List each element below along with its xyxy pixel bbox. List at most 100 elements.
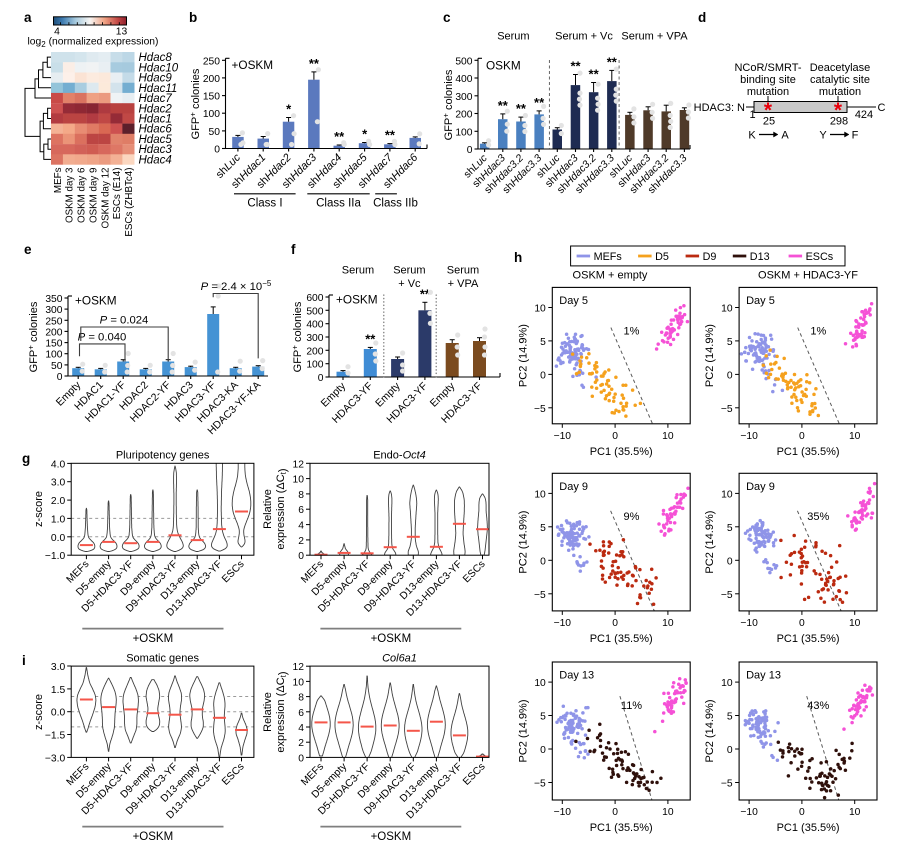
svg-text:−5: −5 <box>534 590 546 601</box>
svg-text:−5: −5 <box>721 590 733 601</box>
svg-text:binding site: binding site <box>740 74 796 86</box>
svg-text:PC2 (14.9%): PC2 (14.9%) <box>517 511 529 574</box>
svg-text:+OSKM: +OSKM <box>232 58 274 72</box>
svg-text:a: a <box>24 10 32 25</box>
svg-text:PC1 (35.5%): PC1 (35.5%) <box>590 822 653 834</box>
svg-text:400: 400 <box>455 74 472 85</box>
svg-text:C: C <box>878 102 886 114</box>
svg-text:GFP+ colonies: GFP+ colonies <box>442 69 456 140</box>
svg-text:Somatic genes: Somatic genes <box>126 652 199 664</box>
svg-text:0: 0 <box>540 370 546 381</box>
svg-text:**: ** <box>589 67 600 82</box>
svg-text:z-score: z-score <box>33 491 45 527</box>
svg-text:Hdac1: Hdac1 <box>139 114 172 126</box>
svg-text:**: ** <box>516 101 527 116</box>
svg-text:0: 0 <box>298 551 304 562</box>
svg-text:mutation: mutation <box>747 86 789 98</box>
svg-text:*: * <box>286 102 292 117</box>
svg-text:GFP+ colonies: GFP+ colonies <box>189 68 203 139</box>
svg-text:PC2 (14.9%): PC2 (14.9%) <box>704 700 716 763</box>
svg-text:Day 13: Day 13 <box>559 670 594 682</box>
svg-text:298: 298 <box>830 116 848 128</box>
svg-text:1.5: 1.5 <box>51 685 66 696</box>
svg-text:+ VPA: + VPA <box>448 278 479 290</box>
svg-text:11%: 11% <box>621 700 642 712</box>
svg-text:Day 9: Day 9 <box>746 481 775 493</box>
svg-text:+OSKM: +OSKM <box>371 633 412 645</box>
svg-text:−10: −10 <box>554 807 572 818</box>
svg-text:350: 350 <box>45 294 62 305</box>
svg-text:Y: Y <box>819 130 827 142</box>
svg-text:z-score: z-score <box>33 694 45 730</box>
svg-text:PC1 (35.5%): PC1 (35.5%) <box>590 633 653 645</box>
svg-text:5: 5 <box>727 523 733 534</box>
svg-text:500: 500 <box>455 56 472 67</box>
svg-text:10: 10 <box>534 489 546 500</box>
svg-text:0: 0 <box>799 431 805 442</box>
svg-text:GFP+ colonies: GFP+ colonies <box>291 301 305 372</box>
svg-text:10: 10 <box>662 618 674 629</box>
svg-text:0: 0 <box>214 145 220 156</box>
svg-text:4.0: 4.0 <box>51 459 66 470</box>
svg-text:10: 10 <box>662 431 674 442</box>
svg-text:Serum: Serum <box>447 265 479 277</box>
svg-text:12: 12 <box>293 459 305 470</box>
svg-text:h: h <box>514 250 522 265</box>
svg-text:4: 4 <box>298 521 304 532</box>
svg-text:5: 5 <box>540 523 546 534</box>
svg-text:P = 0.040: P = 0.040 <box>78 332 127 344</box>
svg-text:ESCs: ESCs <box>806 251 834 263</box>
svg-text:0: 0 <box>612 431 618 442</box>
svg-text:expression (ΔCt): expression (ΔCt) <box>275 671 289 752</box>
svg-text:250: 250 <box>45 316 62 327</box>
svg-text:F: F <box>852 130 859 142</box>
svg-text:50: 50 <box>209 127 221 138</box>
svg-text:100: 100 <box>203 109 220 120</box>
svg-text:**: ** <box>309 56 320 71</box>
svg-text:200: 200 <box>455 110 472 121</box>
svg-text:300: 300 <box>306 333 323 344</box>
svg-text:**: ** <box>365 331 376 346</box>
svg-text:10: 10 <box>721 678 733 689</box>
svg-text:13: 13 <box>116 27 128 38</box>
svg-text:Day 5: Day 5 <box>746 295 775 307</box>
svg-text:10: 10 <box>293 475 305 486</box>
svg-text:+ Vc: + Vc <box>398 278 421 290</box>
svg-text:3.0: 3.0 <box>51 662 66 673</box>
svg-text:Deacetylase: Deacetylase <box>810 62 871 74</box>
svg-text:*: * <box>362 127 368 142</box>
svg-text:50: 50 <box>51 361 63 372</box>
svg-text:OSKM day 12: OSKM day 12 <box>100 168 111 229</box>
svg-text:2.0: 2.0 <box>51 496 66 507</box>
svg-text:0: 0 <box>467 145 473 156</box>
svg-text:Serum + VPA: Serum + VPA <box>621 31 688 43</box>
svg-text:PC2 (14.9%): PC2 (14.9%) <box>517 700 529 763</box>
svg-text:+OSKM: +OSKM <box>133 633 174 645</box>
svg-text:g: g <box>22 451 30 466</box>
svg-text:−5: −5 <box>721 779 733 790</box>
svg-text:500: 500 <box>306 306 323 317</box>
svg-text:0: 0 <box>540 745 546 756</box>
svg-text:0: 0 <box>727 745 733 756</box>
svg-text:GFP+ colonies: GFP+ colonies <box>27 301 41 372</box>
svg-text:K: K <box>748 130 756 142</box>
svg-text:*: * <box>764 99 773 122</box>
svg-text:Serum: Serum <box>393 265 425 277</box>
svg-text:400: 400 <box>306 320 323 331</box>
svg-text:5: 5 <box>540 712 546 723</box>
svg-text:NCoR/SMRT-: NCoR/SMRT- <box>734 62 801 74</box>
svg-text:−5: −5 <box>534 404 546 415</box>
svg-text:3.0: 3.0 <box>51 478 66 489</box>
svg-text:8: 8 <box>298 490 304 501</box>
svg-text:Hdac6: Hdac6 <box>139 124 173 136</box>
svg-text:0: 0 <box>727 370 733 381</box>
svg-text:4: 4 <box>54 27 60 38</box>
svg-text:Serum: Serum <box>342 265 374 277</box>
svg-text:e: e <box>24 242 32 257</box>
svg-text:Day 13: Day 13 <box>746 670 781 682</box>
svg-text:P = 0.024: P = 0.024 <box>100 315 149 327</box>
svg-text:0: 0 <box>540 556 546 567</box>
svg-text:−1.0: −1.0 <box>45 551 66 562</box>
svg-text:Hdac2: Hdac2 <box>139 103 173 115</box>
svg-text:2: 2 <box>298 738 304 749</box>
